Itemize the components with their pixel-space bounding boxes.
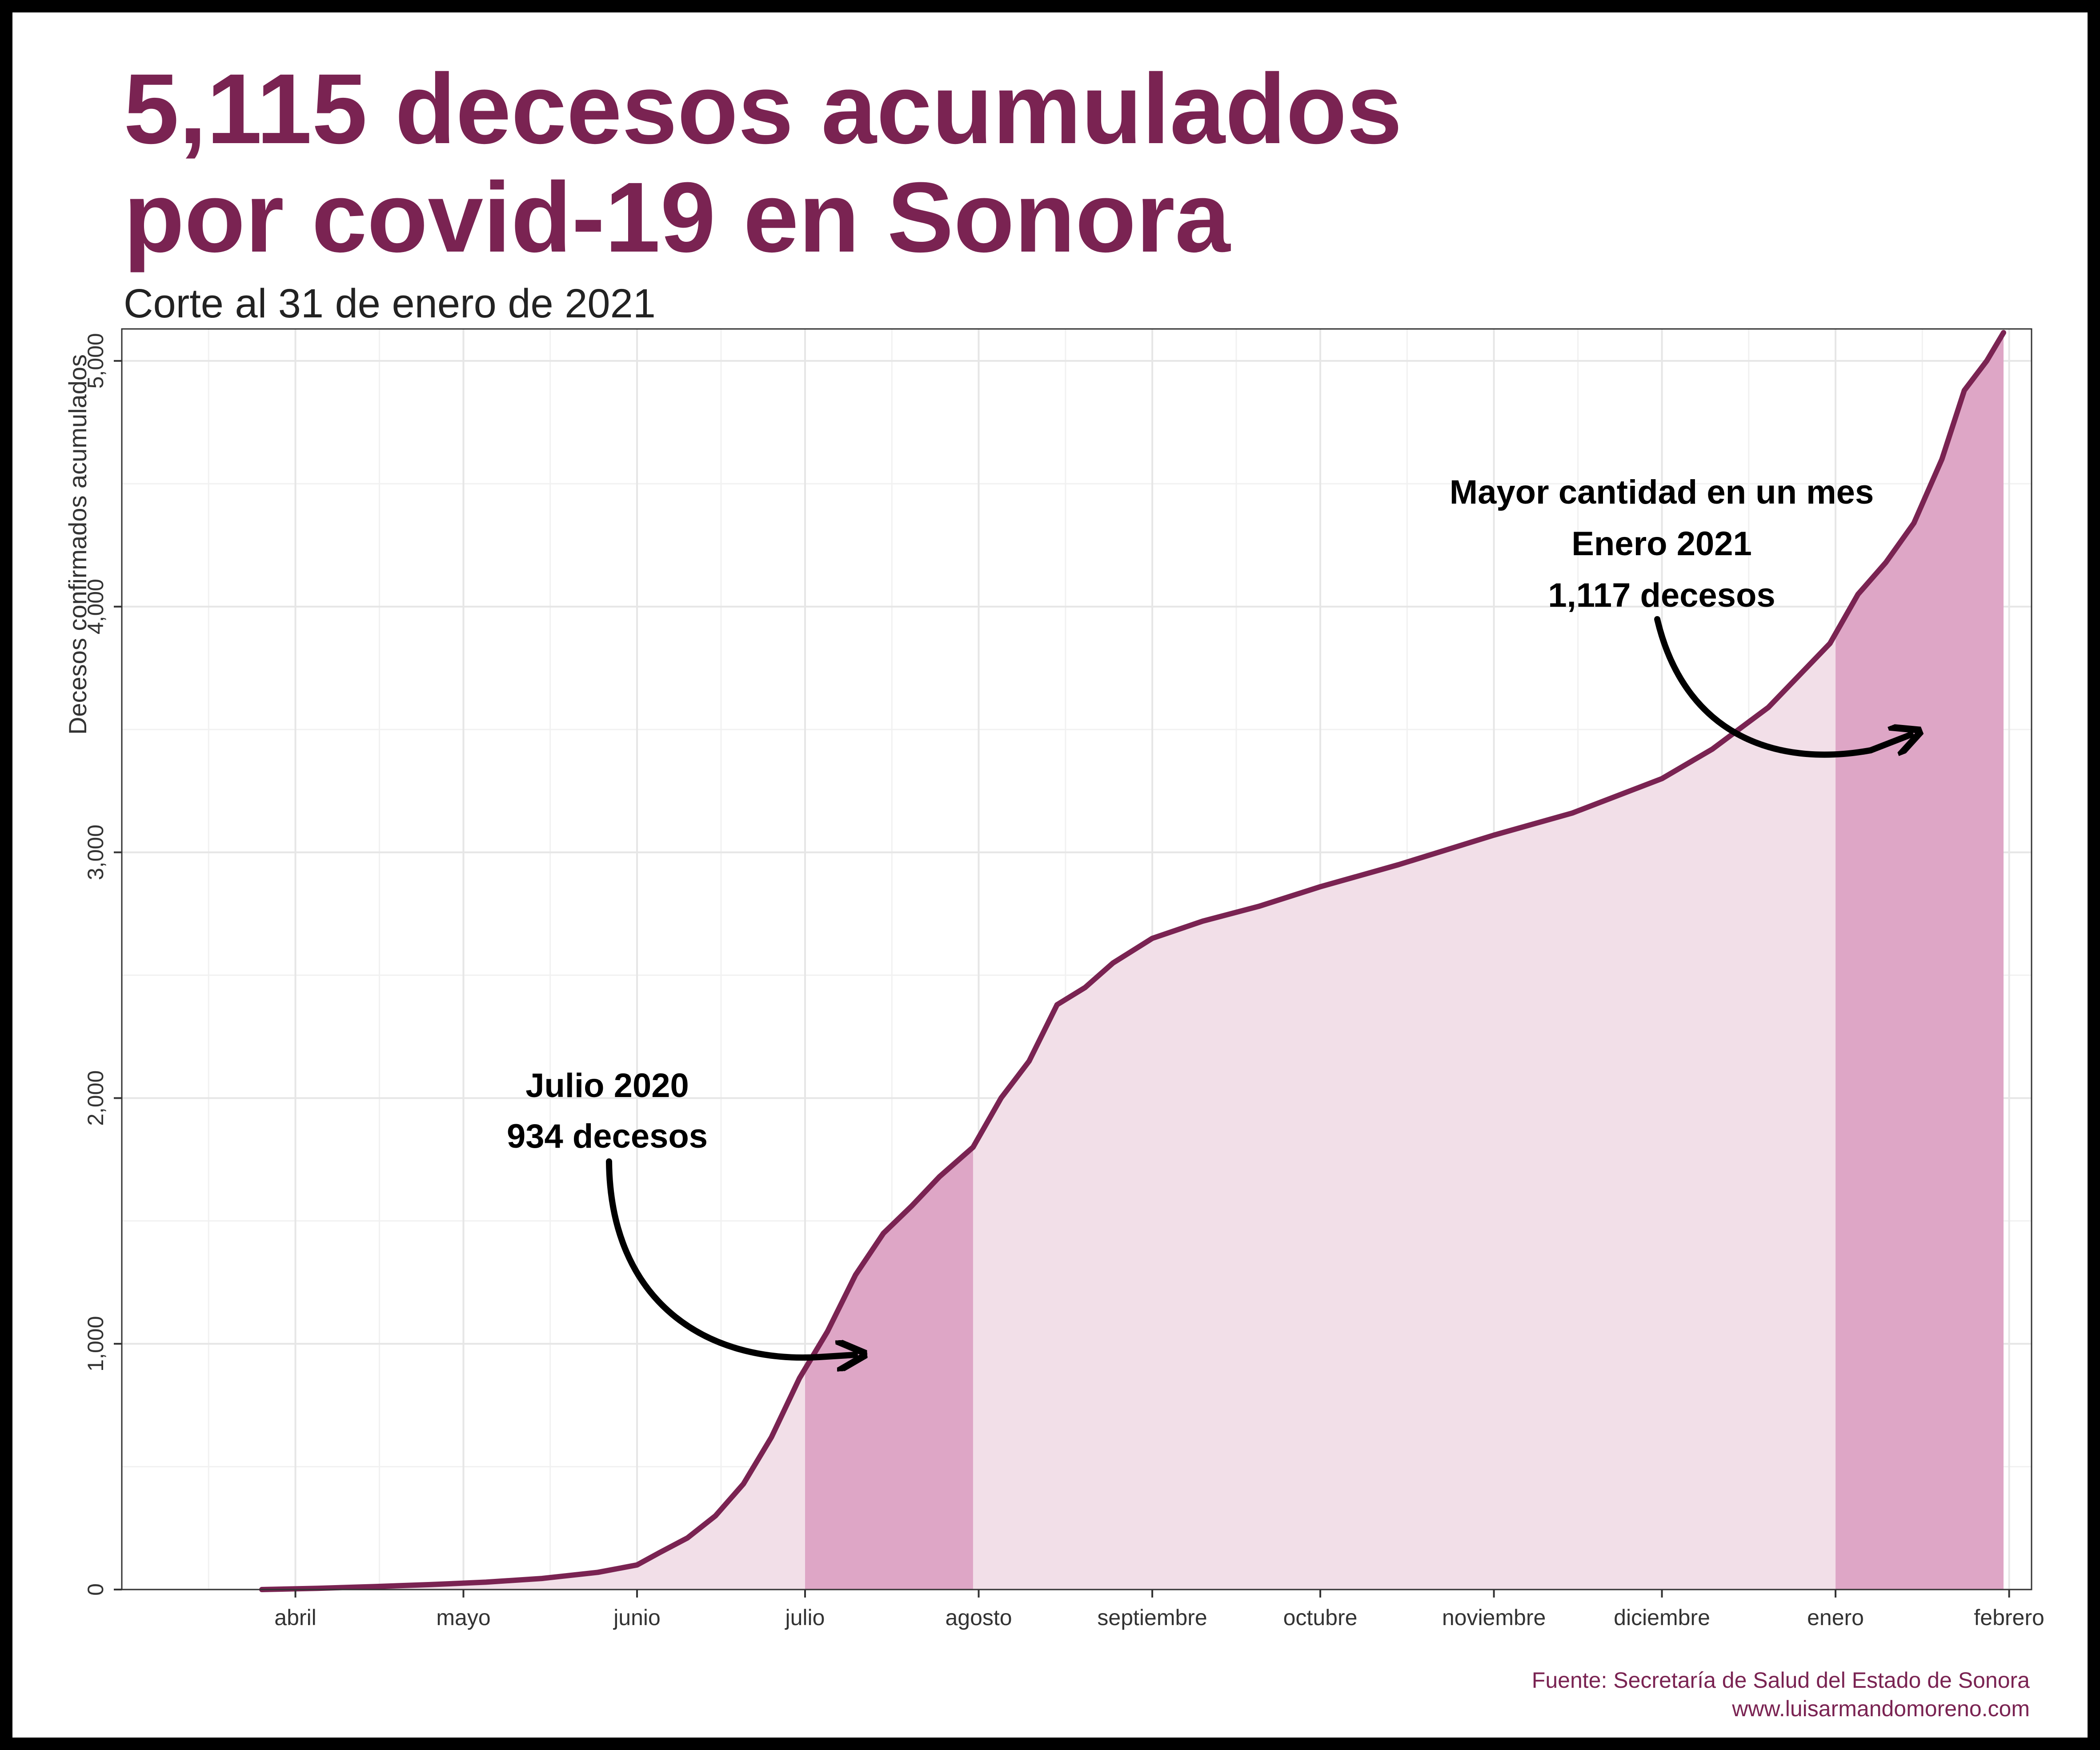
x-tick-label: mayo: [436, 1605, 490, 1630]
y-tick-label: 2,000: [83, 1070, 108, 1126]
source-text: Fuente: Secretaría de Salud del Estado d…: [1531, 1668, 2030, 1693]
website-text: www.luisarmandomoreno.com: [1732, 1696, 2030, 1721]
area-fills: [262, 332, 2004, 1590]
source-credit: Fuente: Secretaría de Salud del Estado d…: [1532, 1666, 2030, 1723]
x-tick-label: julio: [785, 1605, 825, 1630]
annotation-line: Mayor cantidad en un mes: [1450, 473, 1874, 511]
annotation-line: Julio 2020: [525, 1067, 689, 1105]
x-axis: abril mayo junio julio agosto septiembre octub…: [274, 1590, 2044, 1630]
x-tick-label: agosto: [945, 1605, 1012, 1630]
y-tick-label: 4,000: [83, 579, 108, 634]
chart-subtitle: Corte al 31 de enero de 2021: [124, 281, 656, 326]
x-tick-label: enero: [1807, 1605, 1864, 1630]
x-tick-label: junio: [613, 1605, 661, 1630]
y-tick-label: 3,000: [83, 825, 108, 880]
x-tick-label: noviembre: [1442, 1605, 1546, 1630]
y-axis-title: Decesos confirmados acumulados: [64, 354, 92, 735]
plot-border: [121, 328, 2032, 1590]
arrow-january: [1654, 616, 1911, 758]
arrow-july: [606, 1158, 855, 1358]
highlight-month-area: [1835, 332, 2004, 1590]
annotation-january: Mayor cantidad en un mes Enero 2021 1,117 …: [1450, 473, 1874, 614]
x-tick-label: febrero: [1974, 1605, 2044, 1630]
annotation-line: Enero 2021: [1571, 525, 1752, 563]
series-line-layer: [259, 330, 2006, 1592]
y-tick-label: 5,000: [83, 333, 108, 388]
cumulative-deaths-line: [259, 330, 2006, 1592]
x-tick-label: abril: [274, 1605, 316, 1630]
chart-title: 5,115 decesos acumulados por covid-19 en…: [124, 53, 1403, 273]
y-tick-label: 1,000: [83, 1316, 108, 1372]
cumulative-deaths-chart: abril mayo junio julio agosto septiembre octub…: [64, 328, 2044, 1630]
annotation-july: Julio 2020 934 decesos: [507, 1067, 708, 1155]
highlight-month-area: [805, 1147, 973, 1590]
annotations: Julio 2020 934 decesos Mayor cantidad en u…: [507, 473, 1911, 1358]
x-tick-label: septiembre: [1097, 1605, 1207, 1630]
x-tick-label: octubre: [1283, 1605, 1358, 1630]
annotation-line: 934 decesos: [507, 1117, 708, 1155]
y-tick-label: 0: [83, 1583, 108, 1596]
annotation-line: 1,117 decesos: [1548, 577, 1775, 614]
cumulative-area: [262, 332, 2004, 1590]
y-axis: 0 1,000 2,000 3,000 4,000 5,000: [83, 333, 122, 1596]
x-tick-label: diciembre: [1614, 1605, 1710, 1630]
